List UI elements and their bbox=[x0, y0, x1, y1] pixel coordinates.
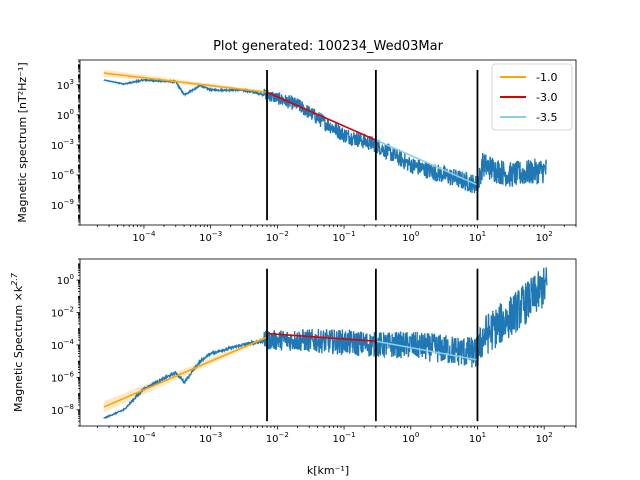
top-y-tick-label: 10−6 bbox=[51, 168, 75, 182]
bottom-y-tick-label: 100 bbox=[57, 273, 74, 287]
bottom-fit-line-3 bbox=[375, 340, 478, 361]
bottom-fit-line-2 bbox=[266, 332, 376, 343]
bottom-fit-line-1 bbox=[103, 336, 268, 408]
top-fit-line-2 bbox=[266, 91, 377, 141]
bottom-x-tick-label: 10−1 bbox=[333, 431, 356, 445]
bottom-y-tick-label: 10−4 bbox=[51, 338, 75, 352]
top-y-tick-label: 10−3 bbox=[51, 138, 74, 152]
top-x-tick-label: 10−4 bbox=[132, 230, 156, 244]
bottom-x-tick-label: 10−3 bbox=[199, 431, 222, 445]
top-panel-spectrum: 10−4 10−3 10−2 10−1 100 101 102 103 100 10−3 10−6 1… bbox=[16, 59, 577, 244]
x-axis-label: k[km⁻¹] bbox=[307, 464, 349, 477]
bottom-x-tick-label: 10−4 bbox=[132, 431, 156, 445]
top-x-tick-label: 10−3 bbox=[199, 230, 222, 244]
bottom-x-tick-label: 101 bbox=[469, 431, 486, 445]
bottom-panel-compensated-spectrum: 10−4 10−3 10−2 10−1 100 101 102 100 10−2 10−4 10−6… bbox=[10, 258, 577, 445]
bottom-plot-area bbox=[103, 267, 548, 419]
top-x-tick-label: 102 bbox=[536, 230, 553, 244]
top-plot-area bbox=[103, 69, 548, 194]
bottom-y-tick-label: 10−6 bbox=[51, 370, 75, 384]
top-legend: -1.0 -3.0 -3.5 bbox=[491, 63, 573, 131]
top-x-tick-label: 101 bbox=[469, 230, 486, 244]
legend-label-3: -3.5 bbox=[536, 111, 557, 124]
top-x-tick-label: 10−1 bbox=[333, 230, 356, 244]
legend-label-1: -1.0 bbox=[536, 71, 557, 84]
top-x-tick-label: 100 bbox=[402, 230, 419, 244]
bottom-y-axis-label: Magnetic Spectrum ×k2.7 bbox=[10, 272, 25, 412]
top-fit-line-3 bbox=[375, 139, 478, 186]
top-y-tick-label: 103 bbox=[57, 78, 74, 92]
top-y-tick-label: 100 bbox=[57, 108, 74, 122]
top-x-tick-label: 10−2 bbox=[266, 230, 289, 244]
bottom-y-tick-label: 10−8 bbox=[51, 403, 74, 417]
bottom-x-tick-label: 10−2 bbox=[266, 431, 289, 445]
figure-title: Plot generated: 100234_Wed03Mar bbox=[213, 39, 443, 54]
top-axes-frame bbox=[79, 59, 577, 226]
top-y-axis-label: Magnetic spectrum [nT²Hz⁻¹] bbox=[16, 62, 29, 222]
bottom-y-tick-label: 10−2 bbox=[51, 306, 74, 320]
top-y-tick-label: 10−9 bbox=[51, 198, 74, 212]
legend-box bbox=[491, 63, 573, 131]
top-spectrum-line bbox=[103, 77, 548, 194]
legend-label-2: -3.0 bbox=[536, 91, 557, 104]
top-fit-line-1 bbox=[103, 72, 268, 94]
bottom-x-tick-label: 100 bbox=[402, 431, 419, 445]
bottom-axes-frame bbox=[79, 258, 577, 427]
bottom-x-tick-label: 102 bbox=[536, 431, 553, 445]
